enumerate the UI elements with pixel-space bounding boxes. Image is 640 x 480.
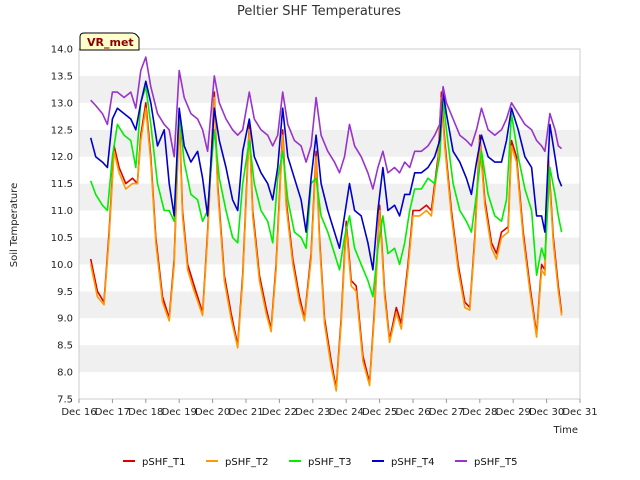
- y-tick-label: 13.5: [51, 71, 73, 82]
- x-tick-label: Dec 23: [295, 407, 330, 418]
- site-badge-box: [79, 32, 140, 51]
- x-axis-label: Time: [553, 425, 578, 436]
- y-tick-label: 8.5: [57, 341, 73, 352]
- x-tick-label: Dec 19: [162, 407, 197, 418]
- legend-label: pSHF_T3: [308, 457, 351, 468]
- x-tick-label: Dec 30: [529, 407, 564, 418]
- x-tick-label: Dec 27: [429, 407, 464, 418]
- series-line-pSHF_T3: [89, 85, 563, 298]
- x-tick-label: Dec 28: [462, 407, 497, 418]
- grid-band: [79, 372, 580, 399]
- chart-title: Peltier SHF Temperatures: [237, 4, 401, 19]
- x-tick-label: Dec 18: [128, 407, 163, 418]
- x-tick-label: Dec 20: [195, 407, 230, 418]
- plot-frame: [78, 48, 581, 400]
- grid-band: [79, 49, 580, 76]
- legend-label: pSHF_T4: [391, 457, 434, 468]
- y-tick-label: 10.5: [51, 233, 73, 244]
- legend-label: pSHF_T1: [142, 457, 185, 468]
- x-tick-label: Dec 25: [362, 407, 397, 418]
- y-tick-label: 11.0: [51, 206, 73, 217]
- y-tick-label: 10.0: [51, 260, 73, 271]
- y-tick-label: 13.0: [51, 98, 73, 109]
- y-tick-label: 12.5: [51, 125, 73, 136]
- y-axis-label: Soil Temperature: [9, 183, 20, 268]
- grid-band: [79, 75, 580, 103]
- x-tick-label: Dec 26: [395, 407, 430, 418]
- y-tick-label: 11.5: [51, 179, 73, 190]
- series-line-pSHF_T4: [89, 80, 563, 271]
- x-tick-label: Dec 16: [61, 407, 96, 418]
- series-lines: [89, 56, 563, 392]
- y-tick-label: 7.5: [57, 395, 73, 406]
- site-badge: VR_met: [79, 32, 140, 51]
- grid-band: [79, 318, 580, 346]
- x-tick-label: Dec 17: [95, 407, 130, 418]
- grid-band: [79, 264, 580, 292]
- grid-bands: [79, 49, 580, 399]
- y-axis-ticks: 7.5 8.0 8.5 9.0 9.5 10.0 10.5 11.0 11.5 12.0 12.5 1…: [51, 45, 73, 406]
- y-tick-label: 12.0: [51, 152, 73, 163]
- x-tick-label: Dec 21: [228, 407, 263, 418]
- legend: pSHF_T1 pSHF_T2 pSHF_T3 pSHF_T4 pSHF_T5: [123, 457, 517, 468]
- grid-band: [79, 102, 580, 130]
- grid-band: [79, 156, 580, 184]
- grid-band: [79, 291, 580, 319]
- grid-band: [79, 237, 580, 265]
- site-badge-label: VR_met: [87, 36, 134, 49]
- legend-label: pSHF_T5: [474, 457, 517, 468]
- series-line-pSHF_T2: [89, 96, 563, 392]
- y-tick-label: 9.5: [57, 287, 73, 298]
- y-tick-label: 8.0: [57, 368, 73, 379]
- series-line-pSHF_T5: [90, 56, 563, 190]
- x-tick-label: Dec 24: [329, 407, 364, 418]
- x-tick-label: Dec 22: [262, 407, 297, 418]
- legend-label: pSHF_T2: [225, 457, 268, 468]
- y-tick-label: 9.0: [57, 314, 73, 325]
- y-tick-label: 14.0: [51, 45, 73, 56]
- x-tick-label: Dec 31: [562, 407, 597, 418]
- x-tick-label: Dec 29: [496, 407, 531, 418]
